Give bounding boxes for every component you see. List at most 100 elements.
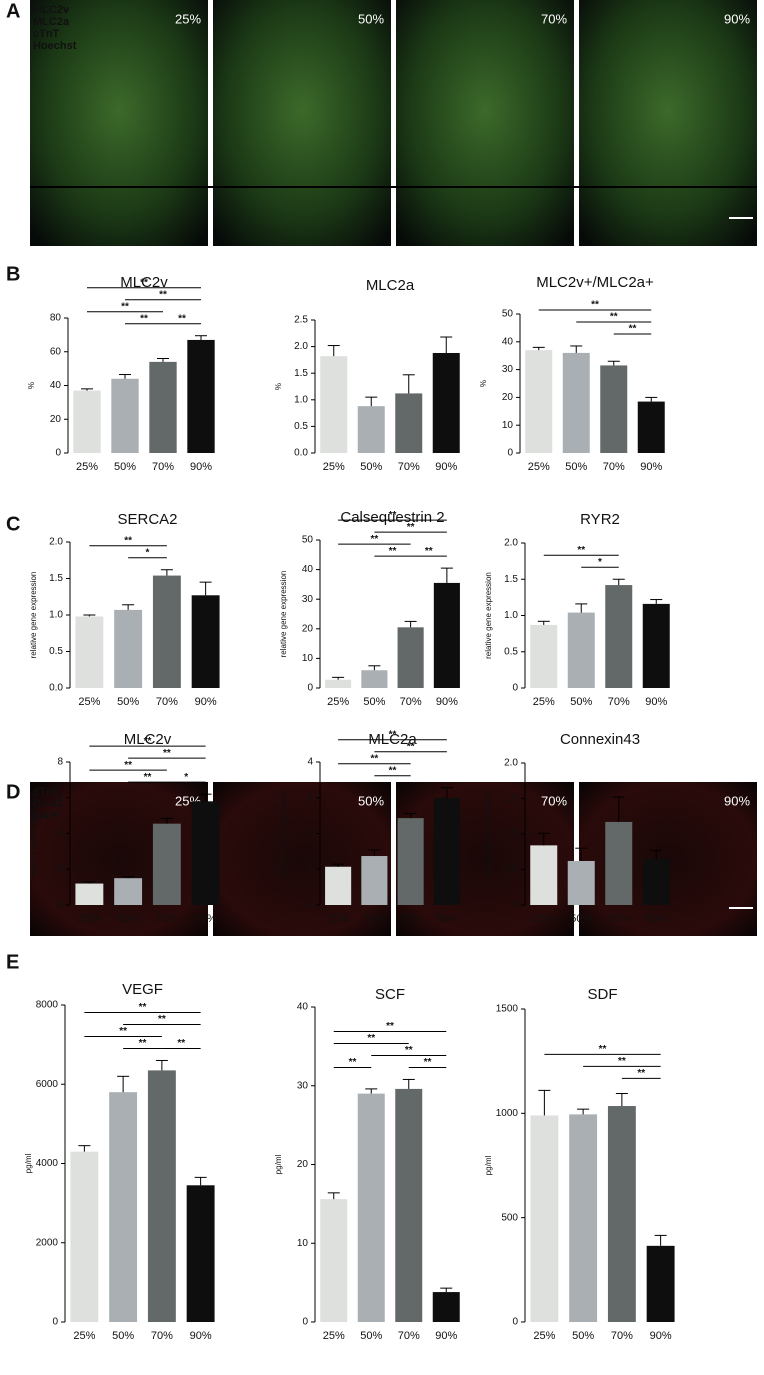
bar xyxy=(187,339,215,453)
y-tick-label: 1 xyxy=(307,864,313,875)
bar xyxy=(114,609,143,688)
y-tick-label: 1.0 xyxy=(49,610,63,621)
significance-label: ** xyxy=(139,1038,147,1049)
x-tick-label: 50% xyxy=(570,913,592,925)
bar xyxy=(361,856,388,905)
significance-label: ** xyxy=(158,1014,166,1025)
significance-label: ** xyxy=(163,748,171,759)
x-tick-label: 90% xyxy=(436,913,458,925)
significance-label: * xyxy=(184,772,188,783)
bar xyxy=(433,582,460,688)
bar xyxy=(70,1151,99,1322)
panel-label: B xyxy=(6,263,20,285)
x-tick-label: 50% xyxy=(360,1330,382,1342)
significance-label: ** xyxy=(124,535,132,546)
significance-label: ** xyxy=(349,1057,357,1068)
y-tick-label: 0 xyxy=(302,1317,308,1328)
significance-label: ** xyxy=(177,1038,185,1049)
y-axis-label: relative gene expression xyxy=(484,572,493,659)
bar xyxy=(605,585,633,688)
y-tick-label: 10 xyxy=(297,1238,309,1249)
y-tick-label: 20 xyxy=(502,392,514,403)
y-tick-label: 20 xyxy=(302,623,314,634)
x-tick-label: 90% xyxy=(645,696,667,708)
x-tick-label: 70% xyxy=(398,1330,420,1342)
y-axis-label: % xyxy=(27,382,36,389)
y-tick-label: 40 xyxy=(297,1002,309,1013)
y-tick-label: 4 xyxy=(57,828,63,839)
x-tick-label: 70% xyxy=(398,461,420,473)
chart-title: VEGF xyxy=(122,981,163,998)
x-tick-label: 25% xyxy=(73,1330,95,1342)
y-tick-label: 6000 xyxy=(36,1079,59,1090)
chart-title: MLC2v xyxy=(124,731,172,748)
bar xyxy=(432,1292,460,1322)
chart-title: Connexin43 xyxy=(560,731,640,748)
significance-label: ** xyxy=(629,324,637,335)
x-tick-label: 25% xyxy=(76,461,98,473)
x-tick-label: 50% xyxy=(117,913,139,925)
x-tick-label: 90% xyxy=(195,696,217,708)
bar xyxy=(325,679,352,688)
y-tick-label: 1500 xyxy=(496,1004,519,1015)
bar xyxy=(530,1115,559,1322)
significance-label: ** xyxy=(577,545,585,556)
image-label: 25% xyxy=(175,11,201,26)
y-tick-label: 2.0 xyxy=(49,537,63,548)
x-tick-label: 70% xyxy=(608,913,630,925)
x-tick-label: 70% xyxy=(152,461,174,473)
chart-title: MLC2v+/MLC2a+ xyxy=(536,274,654,291)
significance-label: ** xyxy=(144,772,152,783)
y-axis-label: relative gene expression xyxy=(29,790,38,877)
x-tick-label: 70% xyxy=(156,913,178,925)
significance-label: ** xyxy=(405,1045,413,1056)
significance-label: ** xyxy=(140,277,148,288)
significance-label: ** xyxy=(367,1033,375,1044)
image-label: 90% xyxy=(724,11,750,26)
y-tick-label: 0 xyxy=(507,448,513,459)
significance-label: ** xyxy=(591,300,599,311)
bar xyxy=(186,1185,215,1322)
y-tick-label: 2.5 xyxy=(294,315,308,326)
significance-label: ** xyxy=(389,765,397,776)
x-tick-label: 25% xyxy=(528,461,550,473)
significance-label: ** xyxy=(389,510,397,521)
y-tick-label: 60 xyxy=(50,346,62,357)
bar xyxy=(605,821,633,905)
legend-text: Hoechst xyxy=(33,40,77,52)
significance-label: ** xyxy=(159,289,167,300)
x-tick-label: 50% xyxy=(363,913,385,925)
significance-label: ** xyxy=(370,534,378,545)
y-tick-label: 20 xyxy=(297,1159,309,1170)
image-label: 70% xyxy=(541,793,567,808)
chart-title: SDF xyxy=(588,986,618,1003)
y-tick-label: 6 xyxy=(57,792,63,803)
image-label: 50% xyxy=(358,11,384,26)
y-axis-label: relative gene expression xyxy=(484,791,493,878)
bar xyxy=(607,1106,636,1322)
y-tick-label: 1.0 xyxy=(294,394,308,405)
bar xyxy=(397,627,424,688)
y-tick-label: 40 xyxy=(50,380,62,391)
x-tick-label: 50% xyxy=(570,696,592,708)
y-tick-label: 10 xyxy=(302,653,314,664)
bar xyxy=(600,365,628,453)
y-tick-label: 20 xyxy=(50,414,62,425)
legend-text: Cx-43 xyxy=(33,798,63,810)
y-tick-label: 2000 xyxy=(36,1237,59,1248)
y-tick-label: 0 xyxy=(512,1317,518,1328)
bar xyxy=(530,845,558,905)
bar xyxy=(562,352,590,453)
y-tick-label: 2.0 xyxy=(504,538,518,549)
bar xyxy=(642,603,670,688)
bar xyxy=(325,866,352,905)
panel-label: E xyxy=(6,951,19,973)
x-tick-label: 50% xyxy=(572,1330,594,1342)
significance-label: ** xyxy=(119,1026,127,1037)
x-tick-label: 25% xyxy=(78,913,100,925)
x-tick-label: 70% xyxy=(400,913,422,925)
bar xyxy=(567,860,595,905)
x-tick-label: 70% xyxy=(608,696,630,708)
bar xyxy=(361,670,388,688)
x-tick-label: 70% xyxy=(400,696,422,708)
